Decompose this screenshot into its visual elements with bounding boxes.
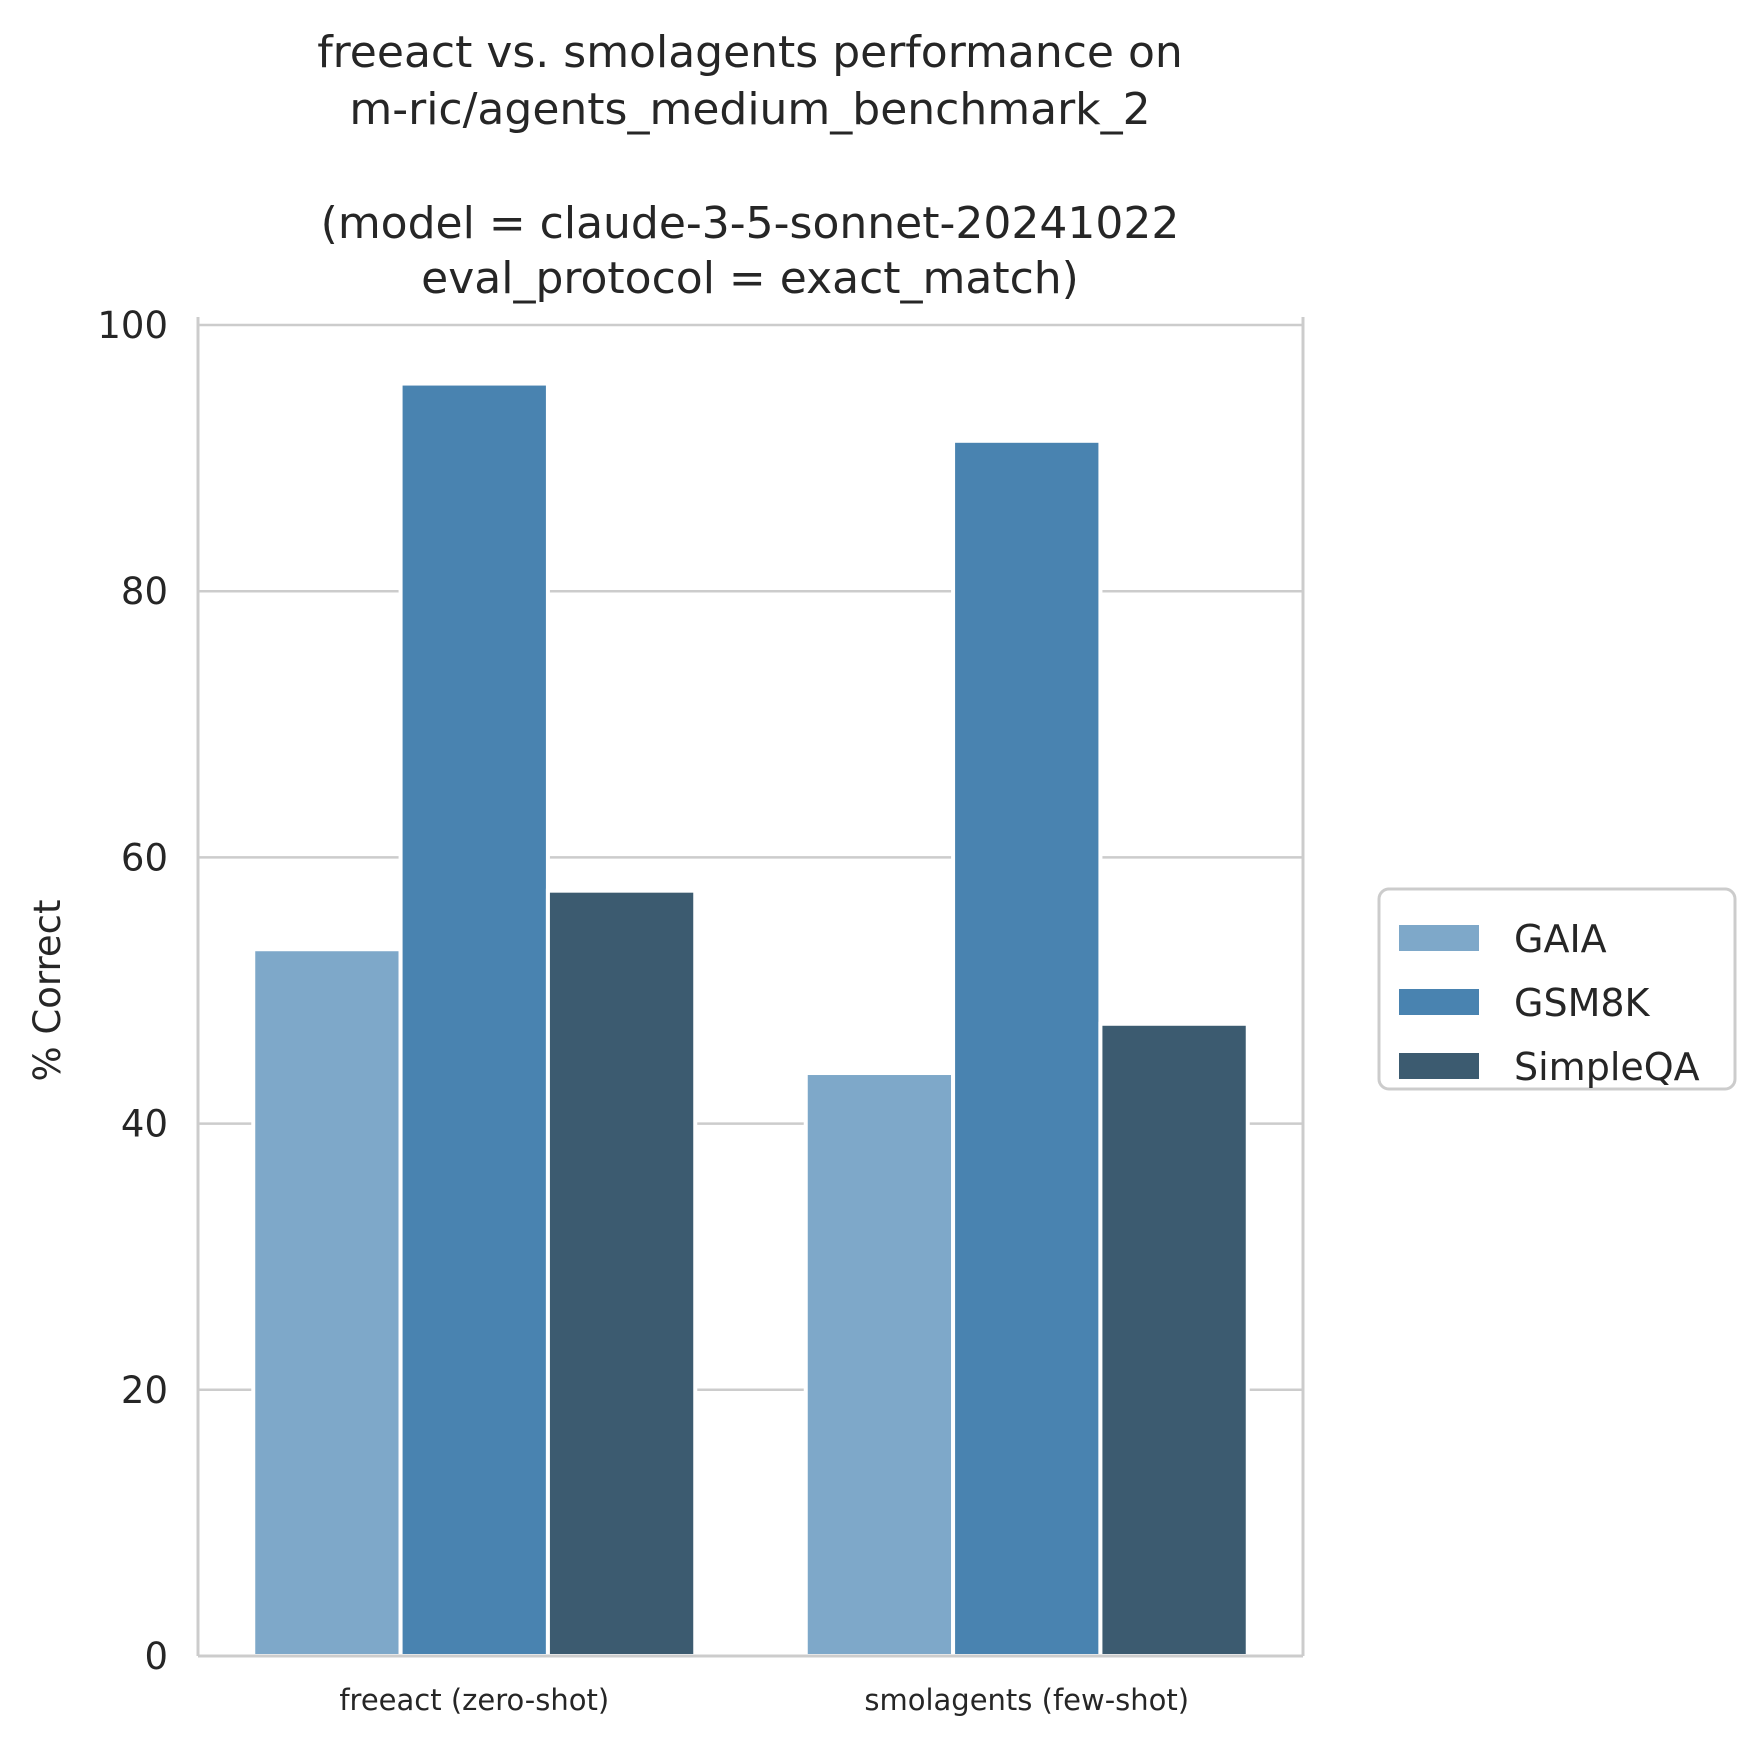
x-tick-label: freeact (zero-shot) <box>339 1683 609 1717</box>
y-tick-labels: 0 20 40 60 80 100 <box>97 304 168 1678</box>
y-tick-label: 20 <box>121 1369 168 1412</box>
y-tick-label: 0 <box>144 1635 168 1678</box>
title-line: (model = claude-3-5-sonnet-20241022 <box>321 198 1180 249</box>
y-tick-label: 80 <box>121 570 168 613</box>
axes <box>196 317 1305 1658</box>
bar-simpleqa-0 <box>545 888 698 1658</box>
legend-swatch-gaia <box>1399 925 1479 951</box>
title-line: eval_protocol = exact_match) <box>421 253 1079 304</box>
bars <box>251 381 1250 1659</box>
bar-gsm8k-0 <box>398 381 550 1659</box>
bar-simpleqa-1 <box>1098 1021 1250 1658</box>
legend-swatch-gsm8k <box>1399 989 1479 1015</box>
chart-title: freeact vs. smolagents performance on m-r… <box>317 27 1183 304</box>
legend-label: SimpleQA <box>1514 1045 1700 1089</box>
title-line: freeact vs. smolagents performance on <box>317 27 1183 78</box>
y-tick-label: 60 <box>121 836 168 879</box>
legend: GAIA GSM8K SimpleQA <box>1377 887 1737 1091</box>
bar-gaia-0 <box>251 947 403 1658</box>
bar-gaia-1 <box>803 1071 956 1658</box>
title-line: m-ric/agents_medium_benchmark_2 <box>349 84 1150 135</box>
x-tick-label: smolagents (few-shot) <box>864 1683 1189 1717</box>
legend-swatch-simpleqa <box>1399 1053 1479 1079</box>
y-axis-label: % Correct <box>26 900 69 1082</box>
bar-gsm8k-1 <box>951 438 1103 1658</box>
y-tick-label: 100 <box>97 304 168 347</box>
x-tick-labels: freeact (zero-shot) smolagents (few-shot) <box>339 1683 1189 1717</box>
y-tick-label: 40 <box>121 1103 168 1146</box>
legend-label: GAIA <box>1514 917 1607 961</box>
legend-label: GSM8K <box>1514 981 1651 1025</box>
